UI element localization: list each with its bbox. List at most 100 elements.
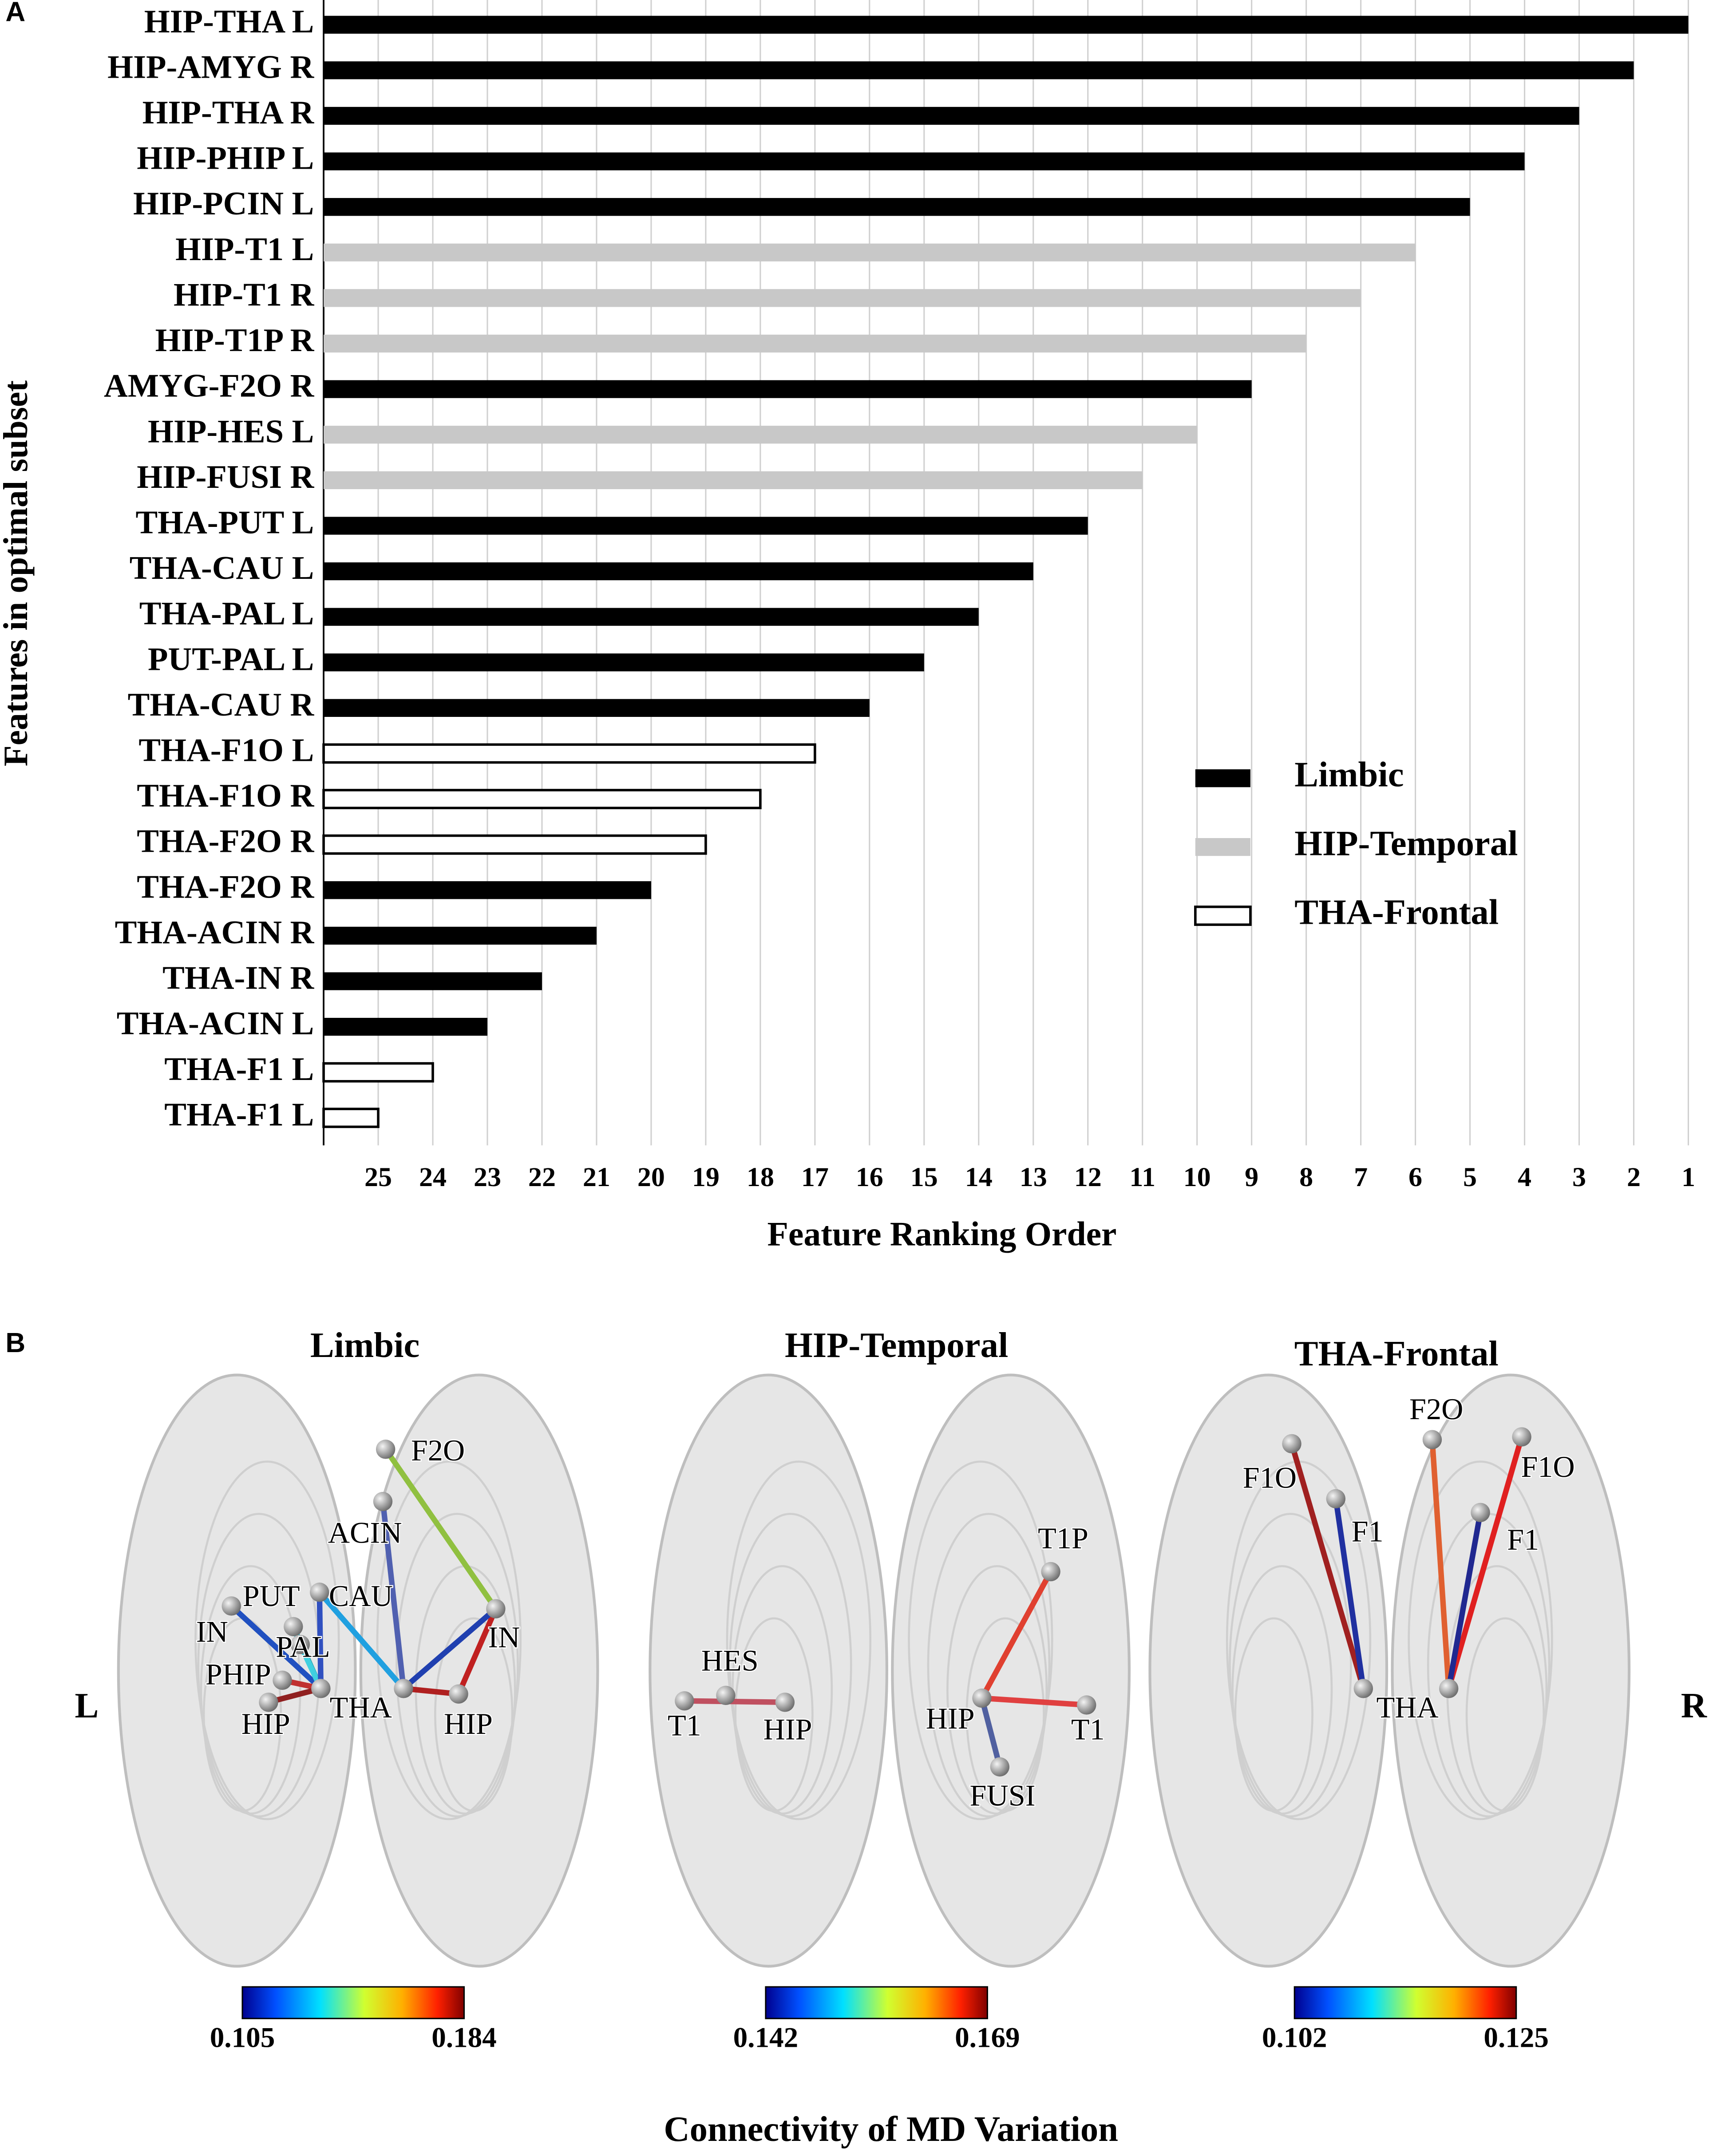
panel-label: B [5, 1328, 25, 1358]
edge [979, 1695, 1003, 1770]
bar [324, 608, 979, 626]
node-label: FUSI [970, 1778, 1036, 1812]
x-tick-label: 22 [528, 1162, 556, 1192]
caption: Connectivity of MD Variation [664, 2109, 1118, 2149]
legend-swatch [1195, 838, 1250, 856]
x-tick-label: 19 [692, 1162, 720, 1192]
y-tick-label: THA-IN R [162, 960, 314, 997]
y-tick-label: HIP-HES L [148, 413, 314, 450]
edge [316, 1589, 407, 1692]
node [222, 1596, 241, 1616]
edge [455, 1606, 499, 1697]
brain-fold [965, 1617, 1045, 1812]
brain-fold [726, 1460, 872, 1820]
side-label: L [75, 1686, 99, 1725]
node [259, 1693, 278, 1712]
legend-label: THA-Frontal [1294, 893, 1499, 932]
colorbar-label: 0.105 [210, 2022, 275, 2054]
y-tick-label: HIP-THA R [142, 95, 315, 131]
edge [979, 1695, 1089, 1708]
colorbar-label: 0.142 [733, 2022, 799, 2054]
bar [324, 926, 597, 945]
y-tick-label: THA-PAL L [139, 596, 314, 632]
node [311, 1679, 331, 1698]
brain-fold [927, 1513, 1051, 1818]
bar [324, 517, 1088, 535]
edge [1333, 1496, 1366, 1692]
y-tick-label: HIP-T1P R [155, 322, 315, 359]
panel-label: A [5, 0, 25, 27]
y-tick-label: THA-CAU L [130, 550, 314, 586]
bar [324, 972, 542, 990]
colorbar-label: 0.184 [431, 2022, 497, 2054]
brain-hemisphere [649, 1373, 889, 1968]
brain-fold [194, 1460, 340, 1820]
bar [324, 562, 1033, 581]
bar [324, 471, 1143, 489]
node-label: HIP [444, 1707, 493, 1741]
bar [324, 243, 1416, 261]
node-label: PAL [276, 1630, 330, 1664]
y-tick-label: THA-ACIN L [117, 1005, 314, 1042]
node-label: HIP [764, 1713, 812, 1746]
bar [324, 16, 1689, 34]
y-tick-label: HIP-T1 L [175, 231, 314, 268]
x-tick-label: 17 [801, 1162, 829, 1192]
colorbar-label: 0.102 [1262, 2022, 1327, 2054]
edge [1446, 1434, 1525, 1692]
y-tick-label: THA-F1 L [164, 1051, 314, 1088]
node-label: IN [196, 1615, 228, 1649]
edge [1429, 1436, 1452, 1692]
node-label: HES [701, 1644, 759, 1677]
bar [324, 107, 1579, 125]
bar [324, 61, 1634, 79]
brain-fold [734, 1617, 814, 1812]
bar [322, 1108, 380, 1128]
brain-fold [1229, 1513, 1352, 1818]
brain-hemisphere [117, 1373, 357, 1968]
node [310, 1582, 329, 1602]
node-label: T1P [1038, 1521, 1088, 1555]
x-tick-label: 5 [1463, 1162, 1477, 1192]
bar [324, 380, 1252, 398]
node-label: F1 [1352, 1515, 1384, 1548]
colorbar-label: 0.125 [1484, 2022, 1549, 2054]
brain-fold [1231, 1565, 1333, 1815]
x-tick-label: 23 [474, 1162, 501, 1192]
x-tick-label: 14 [965, 1162, 993, 1192]
colorbar [241, 1986, 465, 2019]
node-label: THA [330, 1690, 392, 1724]
brain-hemisphere [1391, 1373, 1631, 1968]
node [990, 1757, 1010, 1777]
node-label: THA [1376, 1690, 1438, 1724]
node [1512, 1427, 1531, 1447]
y-tick-label: THA-PUT L [135, 505, 314, 541]
edge [316, 1589, 324, 1692]
edge [1446, 1510, 1484, 1692]
x-tick-label: 21 [583, 1162, 610, 1192]
x-tick-label: 9 [1245, 1162, 1258, 1192]
brain-hemisphere [891, 1373, 1131, 1968]
y-tick-label: HIP-PCIN L [133, 186, 314, 222]
x-tick-label: 15 [910, 1162, 938, 1192]
bar [322, 834, 707, 855]
bar [324, 198, 1470, 216]
x-tick-label: 24 [419, 1162, 447, 1192]
node-label: T1 [1071, 1713, 1105, 1746]
brain-fold [200, 1565, 301, 1815]
node [775, 1693, 795, 1712]
y-tick-label: AMYG-F2O R [104, 368, 315, 404]
y-tick-label: THA-F1O R [137, 778, 314, 814]
node [1471, 1503, 1490, 1523]
y-tick-label: THA-CAU R [128, 687, 315, 723]
legend-label: HIP-Temporal [1294, 824, 1518, 863]
node [1353, 1679, 1373, 1698]
node-label: F2O [411, 1433, 465, 1467]
bar [324, 152, 1525, 170]
legend-label: Limbic [1294, 755, 1404, 795]
node-label: F1 [1507, 1523, 1539, 1556]
node-label: T1 [668, 1708, 701, 1742]
bar [324, 334, 1306, 353]
y-tick-label: HIP-PHIP L [137, 140, 314, 177]
node [716, 1685, 736, 1705]
